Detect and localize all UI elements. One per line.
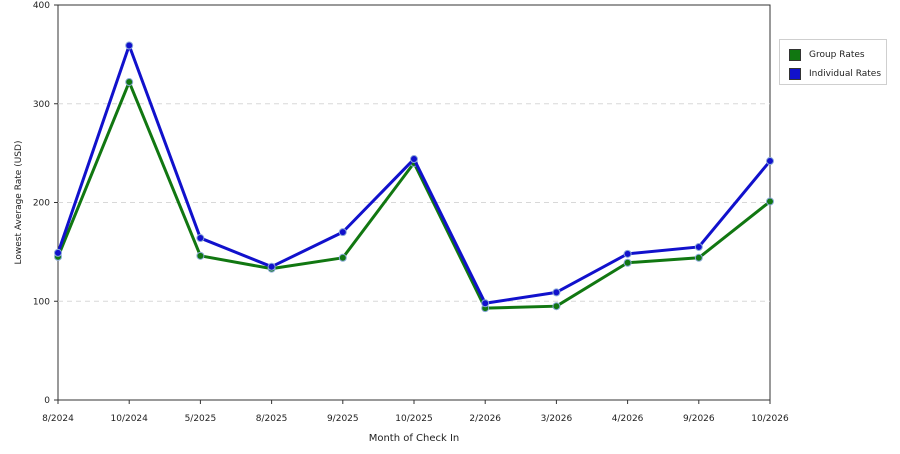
legend-label-individual-rates: Individual Rates — [809, 69, 882, 79]
data-point-group-rates — [125, 78, 134, 87]
y-tick-label: 300 — [33, 100, 50, 110]
data-point-individual-rates — [267, 262, 276, 271]
y-tick-label: 400 — [33, 1, 50, 11]
data-point-group-rates — [338, 253, 347, 262]
data-point-group-rates — [552, 302, 561, 311]
x-tick-label: 10/2024 — [111, 414, 149, 424]
data-point-individual-rates — [125, 41, 134, 50]
x-tick-label: 9/2025 — [327, 414, 359, 424]
x-tick-label: 10/2025 — [395, 414, 432, 424]
data-point-individual-rates — [481, 299, 490, 308]
y-tick-label: 0 — [44, 396, 50, 406]
data-point-individual-rates — [552, 288, 561, 297]
data-point-individual-rates — [196, 234, 205, 243]
data-point-individual-rates — [694, 242, 703, 251]
y-tick-label: 100 — [33, 297, 50, 307]
x-tick-label: 10/2026 — [751, 414, 789, 424]
data-point-group-rates — [694, 253, 703, 262]
x-tick-label: 3/2026 — [541, 414, 573, 424]
x-tick-label: 4/2026 — [612, 414, 644, 424]
x-tick-label: 8/2024 — [42, 414, 74, 424]
x-tick-label: 2/2026 — [469, 414, 501, 424]
data-point-individual-rates — [766, 157, 774, 166]
x-axis-title: Month of Check In — [369, 433, 460, 444]
data-point-individual-rates — [54, 248, 62, 257]
legend-swatch-individual-rates — [789, 68, 801, 80]
data-point-group-rates — [196, 251, 205, 260]
data-point-individual-rates — [338, 228, 347, 237]
data-point-individual-rates — [623, 249, 632, 258]
legend-label-group-rates: Group Rates — [809, 50, 865, 60]
x-tick-label: 8/2025 — [256, 414, 288, 424]
legend-item-group-rates: Group Rates — [789, 48, 865, 62]
data-point-group-rates — [766, 197, 774, 206]
legend-swatch-group-rates — [789, 49, 801, 61]
data-point-group-rates — [623, 258, 632, 267]
y-tick-label: 200 — [33, 199, 50, 209]
x-tick-label: 9/2026 — [683, 414, 715, 424]
chart-legend: Group Rates Individual Rates — [779, 39, 887, 85]
y-axis-title: Lowest Average Rate (USD) — [14, 141, 24, 265]
legend-item-individual-rates: Individual Rates — [789, 67, 881, 81]
data-point-individual-rates — [410, 155, 418, 164]
x-tick-label: 5/2025 — [185, 414, 217, 424]
